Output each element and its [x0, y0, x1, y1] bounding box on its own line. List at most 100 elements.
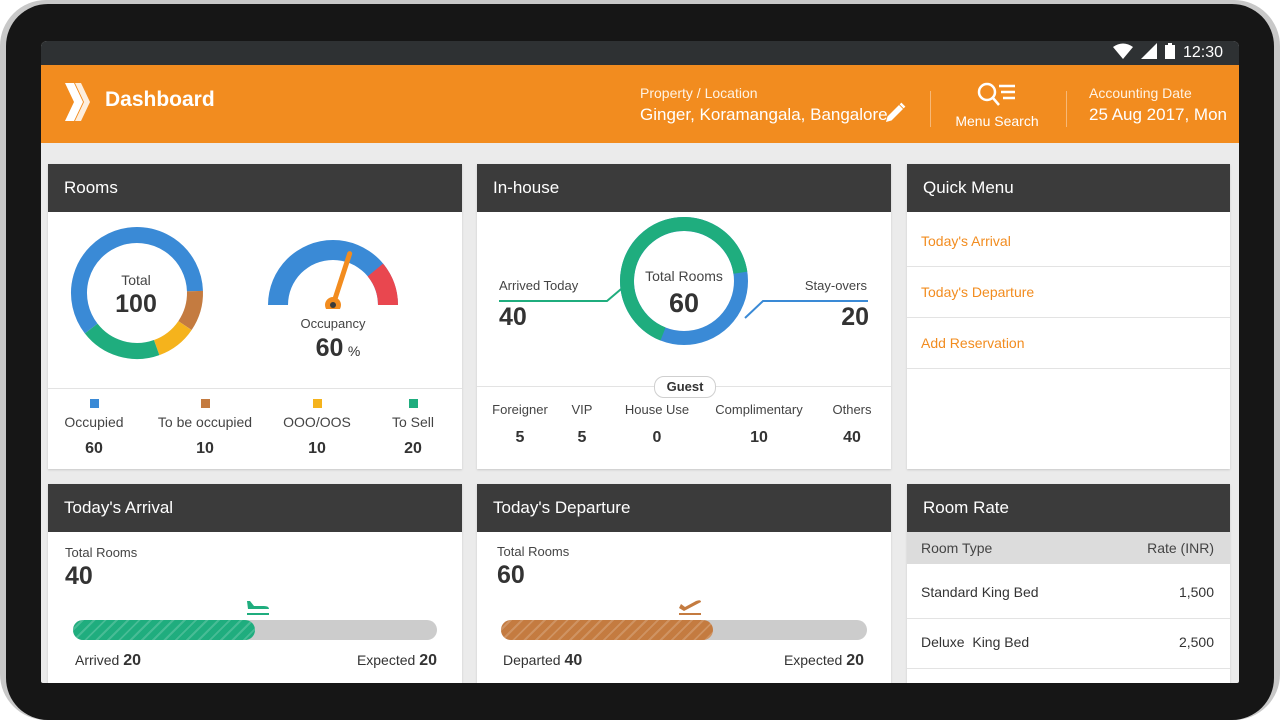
- rooms-total-label: Total: [121, 272, 151, 288]
- quick-menu-item-todays-arrival[interactable]: Today's Arrival: [907, 216, 1230, 267]
- inhouse-total-value: 60: [668, 288, 700, 318]
- menu-search-icon: [977, 82, 1015, 106]
- app-logo-icon[interactable]: [63, 83, 93, 126]
- rate-cell: 2,500: [1178, 634, 1214, 650]
- expected-label: Expected: [356, 652, 416, 668]
- guest-stat-value: 0: [652, 429, 662, 446]
- occupancy-label: Occupancy: [300, 316, 366, 331]
- table-row[interactable]: Standard King Bed 1,500: [907, 568, 1230, 619]
- arrived-ring-segment: [620, 217, 748, 341]
- expected-value: 20: [419, 652, 437, 669]
- occupancy-gauge: [268, 240, 398, 309]
- arrived-value: 20: [123, 652, 142, 669]
- todays-arrival-card: Today's Arrival Total Rooms 40 Arrived 2…: [48, 484, 462, 683]
- guest-stat-label: Foreigner: [492, 402, 548, 417]
- donut-segment: [71, 227, 203, 334]
- guest-stat-vip: VIP 5: [565, 402, 599, 447]
- legend-label: OOO/OOS: [283, 414, 351, 430]
- departed-value: 40: [564, 652, 583, 669]
- stayovers-value: 20: [841, 303, 869, 331]
- room-type-cell: Deluxe King Bed: [921, 634, 1030, 650]
- quick-menu-title: Quick Menu: [907, 164, 1230, 212]
- table-row[interactable]: Deluxe King Bed 2,500: [907, 618, 1230, 669]
- room-rate-table-header: Room Type Rate (INR): [907, 532, 1230, 564]
- legend-value: 20: [404, 440, 422, 457]
- occupancy-unit: %: [347, 343, 361, 359]
- appbar-divider: [930, 91, 931, 127]
- legend-item-to-be-occupied: To be occupied 10: [150, 396, 260, 458]
- legend-item-occupied: Occupied 60: [54, 396, 134, 458]
- arrival-arrived: Arrived 20: [75, 652, 141, 670]
- rooms-legend: Occupied 60 To be occupied 10 OOO/OOS 10…: [48, 396, 462, 466]
- plane-takeoff-icon: [679, 600, 701, 615]
- arrival-progress-bar: [73, 620, 437, 640]
- column-header-rate: Rate (INR): [1147, 540, 1214, 556]
- expected-label: Expected: [783, 652, 843, 668]
- occupancy-value: 60: [315, 334, 344, 362]
- edit-property-button[interactable]: [883, 101, 909, 127]
- inhouse-card-title: In-house: [477, 164, 891, 212]
- departure-progress-fill: [501, 620, 714, 640]
- menu-search-label: Menu Search: [955, 113, 1039, 129]
- plane-landing-icon: [247, 601, 269, 615]
- guest-badge: Guest: [654, 376, 716, 398]
- column-header-room-type: Room Type: [921, 540, 993, 556]
- legend-dot: [89, 399, 99, 408]
- expected-value: 20: [846, 652, 864, 669]
- app-bar: Dashboard Property / Location Ginger, Ko…: [41, 65, 1239, 143]
- donut-segment: [84, 323, 160, 359]
- quick-menu-item-add-reservation[interactable]: Add Reservation: [907, 318, 1230, 369]
- signal-icon: [1140, 42, 1157, 64]
- guest-stat-house-use: House Use 0: [617, 402, 697, 447]
- appbar-divider: [1066, 91, 1067, 127]
- guest-stat-value: 40: [843, 429, 861, 446]
- guest-stat-label: Others: [832, 402, 872, 417]
- arrival-progress-fill: [73, 620, 255, 640]
- inhouse-total-label: Total Rooms: [645, 268, 723, 284]
- guest-stat-value: 5: [577, 429, 587, 446]
- guest-stat-label: Complimentary: [715, 402, 803, 417]
- arrived-today-value: 40: [499, 303, 527, 331]
- accounting-date-label: Accounting Date: [1089, 85, 1192, 101]
- battery-icon: [1164, 42, 1175, 64]
- rooms-card-title: Rooms: [48, 164, 462, 212]
- legend-item-to-sell: To Sell 20: [378, 396, 448, 458]
- wifi-icon: [1112, 43, 1133, 64]
- arrival-total-value: 40: [65, 562, 93, 590]
- todays-departure-title: Today's Departure: [477, 484, 891, 532]
- legend-dot: [312, 399, 322, 408]
- rooms-card: Rooms Total 100 Occupancy 60 % Occupied …: [48, 164, 462, 469]
- legend-label: To Sell: [391, 414, 435, 430]
- arrived-label: Arrived: [75, 652, 120, 668]
- room-rate-title: Room Rate: [907, 484, 1230, 532]
- donut-segment: [153, 320, 192, 356]
- legend-dot: [200, 399, 210, 408]
- stayovers-label: Stay-overs: [804, 278, 867, 293]
- menu-search-button[interactable]: Menu Search: [943, 79, 1051, 135]
- guest-stat-complimentary: Complimentary 10: [709, 402, 809, 447]
- arrival-total-label: Total Rooms: [65, 545, 138, 560]
- departure-total-label: Total Rooms: [497, 544, 570, 559]
- quick-menu-item-todays-departure[interactable]: Today's Departure: [907, 267, 1230, 318]
- guest-stat-label: VIP: [571, 402, 593, 417]
- arrival-expected: Expected 20: [357, 652, 437, 670]
- donut-segment: [178, 290, 203, 331]
- guest-stat-foreigner: Foreigner 5: [487, 402, 553, 447]
- rooms-total-value: 100: [115, 290, 157, 318]
- quick-menu-card: Quick Menu Today's Arrival Today's Depar…: [907, 164, 1230, 469]
- legend-label: Occupied: [64, 414, 124, 430]
- legend-value: 10: [196, 440, 214, 457]
- legend-value: 10: [308, 440, 326, 457]
- rooms-divider: [48, 388, 462, 389]
- accounting-date-value: 25 Aug 2017, Mon: [1089, 105, 1228, 124]
- screen: 12:30 Dashboard Property / Location Ging…: [41, 41, 1239, 683]
- guest-stat-label: House Use: [624, 402, 690, 417]
- page-title: Dashboard: [105, 88, 215, 111]
- legend-dot: [408, 399, 418, 408]
- rooms-donut-chart: [71, 227, 203, 359]
- departed-label: Departed: [503, 652, 561, 668]
- rate-cell: 1,500: [1178, 584, 1214, 600]
- guest-stat-others: Others 40: [825, 402, 879, 447]
- todays-departure-card: Today's Departure Total Rooms 60 Departe…: [477, 484, 891, 683]
- legend-item-ooo-oos: OOO/OOS 10: [276, 396, 358, 458]
